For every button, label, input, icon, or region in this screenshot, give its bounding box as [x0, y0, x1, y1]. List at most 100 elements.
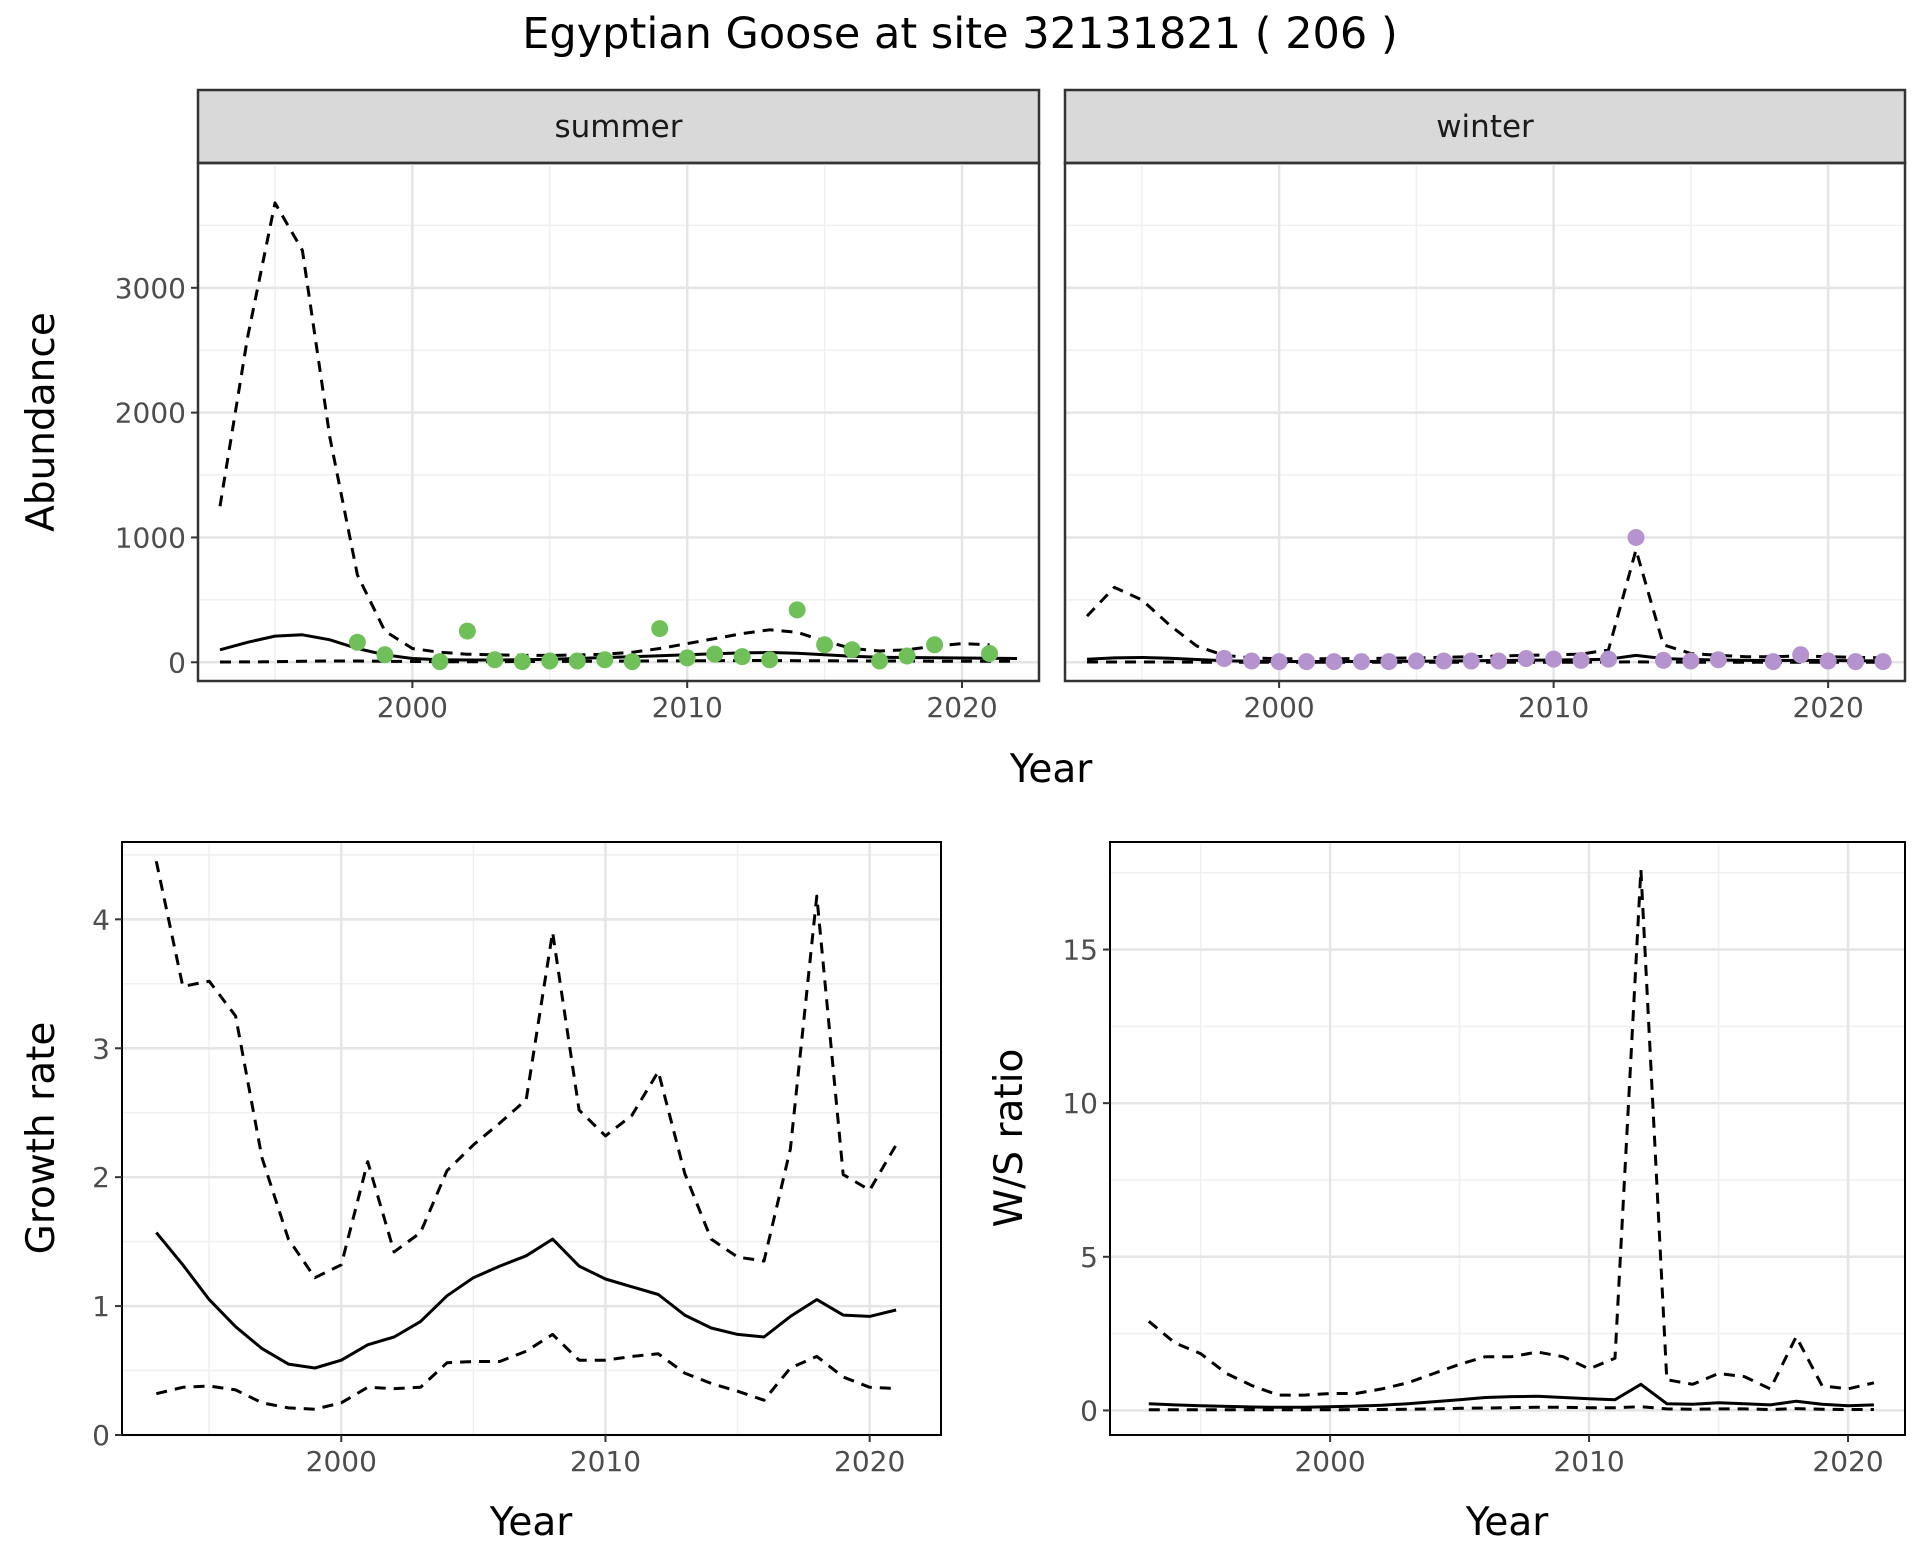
- observed-point: [541, 652, 559, 670]
- x-tick-label: 2000: [1294, 1445, 1365, 1478]
- panel-border: [196, 161, 1041, 683]
- y-tick-label: 10: [1062, 1087, 1098, 1120]
- observed-point: [1682, 652, 1700, 670]
- observed-point: [348, 633, 366, 651]
- observed-point: [1435, 652, 1453, 670]
- observed-point: [816, 636, 834, 654]
- y-axis-title: W/S ratio: [987, 1049, 1032, 1228]
- observed-point: [761, 651, 779, 669]
- upper-bound-line: [1085, 548, 1884, 661]
- panel-border: [121, 841, 942, 1436]
- x-tick-label: 2020: [1793, 691, 1864, 724]
- y-tick-label: 2: [92, 1161, 110, 1194]
- upper-bound-line: [154, 860, 898, 1280]
- abundance-panel-winter: winter 2000 2010 2020: [1063, 88, 1907, 724]
- observed-point: [1545, 650, 1563, 668]
- observed-point: [1847, 653, 1865, 671]
- observed-point: [1243, 652, 1261, 670]
- observed-point: [1215, 650, 1233, 668]
- observed-point: [1764, 653, 1782, 671]
- observed-point: [623, 653, 641, 671]
- x-axis-title: Year: [1009, 747, 1094, 792]
- facet-strip-label: winter: [1436, 109, 1534, 145]
- y-tick-label: 1: [92, 1290, 110, 1323]
- observed-point: [1709, 651, 1727, 669]
- observed-point: [1490, 652, 1508, 670]
- y-tick-label: 3000: [115, 272, 186, 305]
- observed-point: [898, 647, 916, 665]
- observed-point: [1627, 528, 1645, 546]
- panel-border: [1109, 841, 1906, 1436]
- observed-point: [1462, 652, 1480, 670]
- y-tick-label: 0: [168, 646, 186, 679]
- observed-point: [651, 620, 669, 638]
- growth-rate-panel: 2000 2010 2020 0 1 2 3 4: [92, 841, 942, 1478]
- y-tick-label: 2000: [115, 397, 186, 430]
- panel-border: [1063, 161, 1907, 683]
- y-tick-label: 0: [1080, 1394, 1098, 1427]
- fitted-line: [219, 633, 1018, 662]
- observed-point: [1517, 650, 1535, 668]
- y-axis-title: Growth rate: [19, 1022, 64, 1255]
- lower-bound-line: [155, 1332, 897, 1411]
- observed-point: [871, 652, 889, 670]
- x-tick-label: 2020: [1812, 1445, 1883, 1478]
- facet-strip-label: summer: [554, 109, 682, 145]
- x-tick-label: 2000: [1243, 691, 1314, 724]
- observed-point: [376, 646, 394, 664]
- observed-point: [926, 636, 944, 654]
- observed-point: [1352, 653, 1370, 671]
- y-tick-label: 15: [1062, 934, 1098, 967]
- y-tick-label: 3: [92, 1032, 110, 1065]
- observed-point: [1572, 651, 1590, 669]
- y-tick-label: 0: [92, 1419, 110, 1452]
- x-axis-title: Year: [489, 1500, 574, 1545]
- observed-point: [1270, 653, 1288, 671]
- observed-point: [513, 653, 531, 671]
- observed-point: [1792, 646, 1810, 664]
- ws-ratio-panel: 2000 2010 2020 0 5 10 15: [1062, 841, 1906, 1478]
- y-tick-label: 5: [1080, 1241, 1098, 1274]
- x-tick-label: 2000: [306, 1445, 377, 1478]
- observed-point: [596, 651, 614, 669]
- x-axis-title: Year: [1465, 1500, 1550, 1545]
- y-tick-label: 1000: [115, 521, 186, 554]
- facet-strip: [1063, 88, 1907, 165]
- observed-point: [843, 641, 861, 659]
- observed-point: [733, 648, 751, 666]
- observed-point: [1380, 653, 1398, 671]
- observed-point: [568, 652, 586, 670]
- x-tick-label: 2020: [834, 1445, 905, 1478]
- observed-point: [1874, 653, 1892, 671]
- x-tick-label: 2020: [926, 691, 997, 724]
- lower-bound-line: [1148, 1405, 1874, 1412]
- y-tick-label: 4: [92, 903, 110, 936]
- x-tick-label: 2010: [1553, 1445, 1624, 1478]
- y-axis-title: Abundance: [19, 312, 64, 532]
- observed-point: [486, 651, 504, 669]
- facet-strip: [196, 88, 1041, 165]
- observed-point: [1407, 652, 1425, 670]
- observed-point: [981, 645, 999, 663]
- figure-title: Egyptian Goose at site 32131821 ( 206 ): [522, 9, 1397, 59]
- fitted-line: [155, 1231, 897, 1370]
- observed-point: [458, 622, 476, 640]
- observed-point: [706, 645, 724, 663]
- abundance-panel-summer: summer 2000 2010 2020 0 1000 2000 3000: [115, 88, 1041, 724]
- upper-bound-line: [218, 201, 990, 657]
- x-tick-label: 2010: [1518, 691, 1589, 724]
- x-tick-label: 2000: [377, 691, 448, 724]
- observed-point: [788, 601, 806, 619]
- x-tick-label: 2010: [652, 691, 723, 724]
- upper-bound-line: [1147, 868, 1875, 1397]
- observed-point: [1819, 652, 1837, 670]
- observed-point: [1654, 651, 1672, 669]
- observed-point: [1600, 650, 1618, 668]
- observed-point: [431, 653, 449, 671]
- x-tick-label: 2010: [570, 1445, 641, 1478]
- observed-point: [1325, 653, 1343, 671]
- fitted-line: [1148, 1382, 1874, 1409]
- observed-point: [678, 649, 696, 667]
